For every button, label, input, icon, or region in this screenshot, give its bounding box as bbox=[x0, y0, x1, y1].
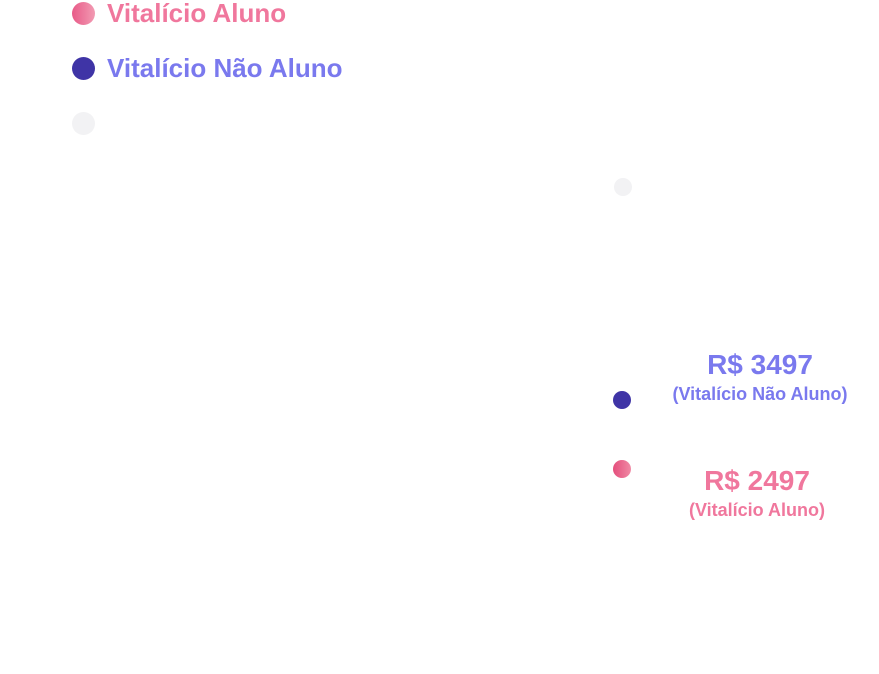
value-label-vitalicio-nao-aluno: R$ 3497 (Vitalício Não Aluno) bbox=[660, 348, 860, 406]
price-value: R$ 3497 bbox=[707, 349, 813, 380]
legend-item-vitalicio-nao-aluno: Vitalício Não Aluno bbox=[72, 55, 342, 81]
legend-label-vitalicio-aluno: Vitalício Aluno bbox=[107, 0, 287, 28]
legend-dot-blue bbox=[72, 56, 95, 80]
legend-item-vitalicio-aluno: Vitalício Aluno bbox=[72, 0, 286, 26]
price-category: (Vitalício Aluno) bbox=[688, 500, 825, 520]
decorative-dot bbox=[72, 112, 95, 135]
price-category: (Vitalício Não Aluno) bbox=[672, 384, 848, 404]
value-label-vitalicio-aluno: R$ 2497 (Vitalício Aluno) bbox=[657, 464, 857, 522]
bar-marker-vitalicio-nao-aluno bbox=[613, 391, 631, 409]
price-value: R$ 2497 bbox=[704, 465, 810, 496]
decorative-dot bbox=[614, 178, 632, 196]
legend-label-vitalicio-nao-aluno: Vitalício Não Aluno bbox=[107, 53, 343, 83]
legend-dot-pink bbox=[72, 1, 95, 25]
bar-marker-vitalicio-aluno bbox=[613, 460, 631, 478]
